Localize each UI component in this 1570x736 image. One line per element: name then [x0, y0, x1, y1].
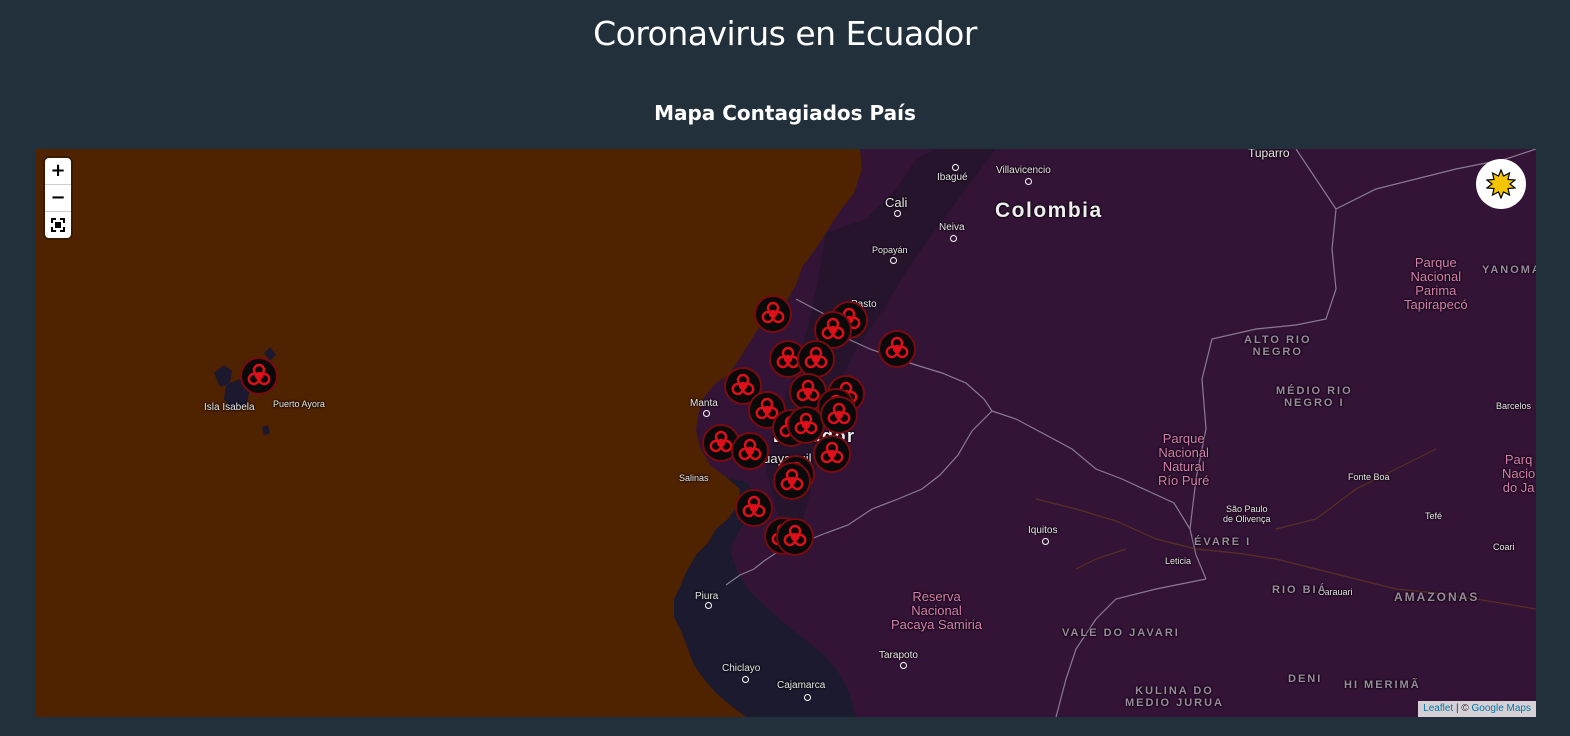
fullscreen-icon	[51, 218, 65, 232]
label-barcelos: Barcelos	[1496, 401, 1532, 411]
label-kulina: KULINA DO MEDIO JURUA	[1125, 685, 1225, 709]
label-sao-paulo: São Paulo de Olivença	[1223, 504, 1271, 524]
label-tarapoto: Tarapoto	[879, 650, 918, 661]
label-vale-do-javari: VALE DO JAVARI	[1062, 627, 1180, 639]
biohazard-marker[interactable]	[754, 295, 792, 333]
biohazard-marker[interactable]	[735, 489, 773, 527]
colombia-brazil-border	[1189, 149, 1536, 530]
label-piura: Piura	[695, 591, 719, 602]
label-cali: Cali	[885, 195, 908, 210]
rivers	[1035, 448, 1536, 610]
label-leticia: Leticia	[1165, 556, 1192, 566]
biohazard-icon	[247, 363, 271, 386]
layer-toggle-button[interactable]	[1476, 159, 1526, 209]
venezuela-border	[1295, 149, 1337, 210]
city-dot-tarapoto	[900, 662, 907, 669]
zoom-in-button[interactable]: +	[45, 158, 71, 185]
label-iquitos: Iquitos	[1028, 525, 1058, 536]
biohazard-icon	[738, 438, 762, 461]
andes-range	[766, 149, 996, 549]
leaflet-link[interactable]: Leaflet	[1423, 703, 1454, 714]
map-attribution: Leaflet | © Google Maps	[1418, 701, 1536, 717]
city-dot-neiva	[950, 235, 957, 242]
colombia-peru-border	[991, 410, 1207, 580]
peru-brazil-border	[1055, 578, 1207, 717]
city-dot-popayan	[890, 257, 897, 264]
attribution-separator: | ©	[1453, 703, 1472, 714]
biohazard-icon	[820, 441, 844, 464]
label-salinas: Salinas	[679, 473, 709, 483]
biohazard-icon	[885, 336, 909, 359]
label-isla-isabela: Isla Isabela	[204, 402, 255, 413]
biohazard-icon	[776, 346, 800, 369]
biohazard-icon	[804, 346, 828, 369]
biohazard-icon	[827, 402, 851, 425]
label-colombia: Colombia	[995, 199, 1103, 222]
biohazard-marker[interactable]	[820, 396, 858, 434]
city-dot-piura	[705, 602, 712, 609]
city-dot-ibague	[952, 164, 959, 171]
label-deni: DENI	[1288, 673, 1323, 685]
biohazard-marker[interactable]	[776, 518, 814, 556]
sun-icon	[1486, 169, 1516, 199]
city-dot-cali	[894, 210, 901, 217]
zoom-control: + −	[45, 158, 71, 238]
label-evare: ÉVARE I	[1194, 536, 1252, 548]
biohazard-icon	[742, 495, 766, 518]
label-hi-merima: HI MERIMÃ	[1344, 679, 1421, 691]
fullscreen-button[interactable]	[45, 212, 71, 238]
city-dot-chiclayo	[742, 676, 749, 683]
label-villavicencio: Villavicencio	[996, 165, 1051, 176]
label-yanomami: YANOMA	[1482, 264, 1536, 276]
label-ibague: Ibagué	[937, 172, 968, 183]
ocean-area	[36, 149, 862, 717]
label-parque-rio-pure: Parque Nacional Natural Río Puré	[1158, 431, 1210, 488]
biohazard-marker[interactable]	[878, 330, 916, 368]
map-section-title: Mapa Contagiados País	[654, 101, 916, 125]
city-dot-manta	[703, 410, 710, 417]
peru-coast	[674, 477, 856, 717]
biohazard-marker[interactable]	[240, 357, 278, 395]
label-popayan: Popayán	[872, 245, 908, 255]
map-container[interactable]: Colombia Ecuador Cali Ibagué Villavicenc…	[36, 149, 1536, 717]
label-cajamarca: Cajamarca	[777, 680, 826, 691]
label-reserva-pacaya: Reserva Nacional Pacaya Samiria	[891, 589, 983, 632]
label-carauari: Carauari	[1318, 587, 1353, 597]
page-title: Coronavirus en Ecuador	[593, 14, 977, 53]
biohazard-icon	[783, 524, 807, 547]
biohazard-icon	[761, 301, 785, 324]
label-pasto: Pasto	[851, 299, 877, 310]
label-tuparro: Tuparro	[1248, 149, 1290, 160]
zoom-out-button[interactable]: −	[45, 185, 71, 212]
label-medio-rio-negro: MÉDIO RIO NEGRO I	[1276, 385, 1353, 409]
city-dot-iquitos	[1042, 538, 1049, 545]
biohazard-icon	[780, 468, 804, 491]
ecuador-peru-border	[725, 410, 993, 586]
biohazard-icon	[796, 379, 820, 402]
label-neiva: Neiva	[939, 222, 965, 233]
label-coari: Coari	[1493, 542, 1515, 552]
label-chiclayo: Chiclayo	[722, 663, 761, 674]
label-alto-rio-negro: ALTO RIO NEGRO	[1244, 334, 1312, 358]
city-dot-villavicencio	[1025, 178, 1032, 185]
biohazard-icon	[821, 317, 845, 340]
biohazard-marker[interactable]	[813, 435, 851, 473]
biohazard-marker[interactable]	[731, 432, 769, 470]
biohazard-icon	[731, 373, 755, 396]
label-manta: Manta	[690, 398, 718, 409]
label-fonte-boa: Fonte Boa	[1348, 472, 1390, 482]
city-dot-cajamarca	[804, 694, 811, 701]
biohazard-icon	[794, 412, 818, 435]
biohazard-marker[interactable]	[797, 340, 835, 378]
label-parque-jau: Parq Nacio do Ja	[1502, 452, 1536, 495]
biohazard-marker[interactable]	[773, 462, 811, 500]
map-basemap[interactable]	[36, 149, 1536, 717]
country-borders	[725, 149, 1536, 717]
label-rio-bia: RIO BIÁ	[1272, 584, 1328, 596]
label-tefe: Tefé	[1425, 511, 1443, 521]
label-puerto-ayora: Puerto Ayora	[273, 399, 325, 409]
label-amazonas: AMAZONAS	[1394, 590, 1480, 604]
google-maps-link[interactable]: Google Maps	[1471, 703, 1531, 714]
label-parque-parima: Parque Nacional Parima Tapirapecó	[1404, 255, 1468, 312]
